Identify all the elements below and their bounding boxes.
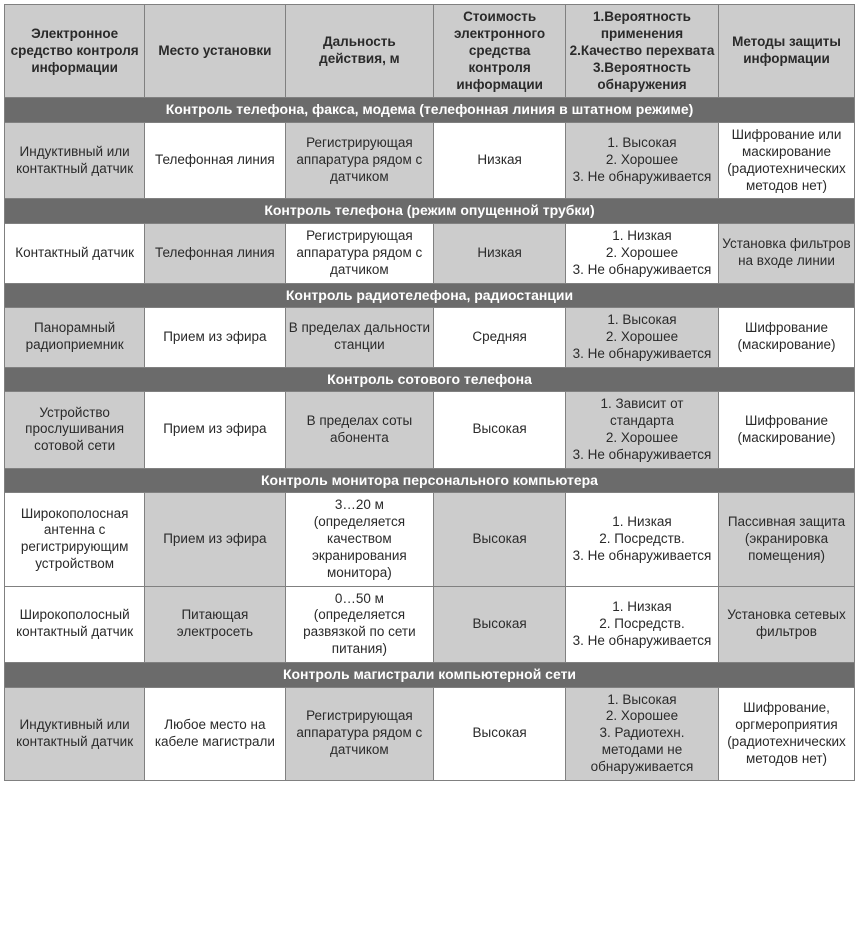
security-methods-table: Электронное средство контроля информации… (4, 4, 855, 781)
table-cell: Регистри­рующая аппаратура рядом с датчи… (285, 122, 434, 199)
table-cell: Высокая (434, 687, 566, 780)
table-cell: Контактный датчик (5, 223, 145, 283)
table-cell: 1. Низкая2. Посредств.3. Не обнару­живае… (566, 493, 719, 586)
table-cell: Высокая (434, 493, 566, 586)
table-cell: 1. Высокая2. Хорошее3. Не обнару­живаетс… (566, 308, 719, 368)
table-row: Широкополосная антенна с регистрирующим … (5, 493, 855, 586)
table-cell: Индуктивный или контактный датчик (5, 687, 145, 780)
table-row: Панорамный радиоприемникПрием из эфираВ … (5, 308, 855, 368)
table-cell: Средняя (434, 308, 566, 368)
table-row: Устройство прослушивания сотовой сетиПри… (5, 392, 855, 469)
table-row: Индуктивный или контактный датчикЛюбое м… (5, 687, 855, 780)
table-cell: Установка сетевых фильтров (719, 586, 855, 663)
section-title: Контроль магистрали компьютерной сети (5, 663, 855, 688)
table-cell: Любое место на кабеле магистрали (145, 687, 285, 780)
section-header-row: Контроль радиотелефона, радиостанции (5, 283, 855, 308)
section-title: Контроль телефона, факса, модема (телефо… (5, 98, 855, 123)
table-row: Широкополосный контактный датчикПитающая… (5, 586, 855, 663)
table-cell: Широкополосный контактный датчик (5, 586, 145, 663)
table-cell: Телефонная линия (145, 122, 285, 199)
column-header: Методы защиты информации (719, 5, 855, 98)
table-cell: Шифрование, оргмероприятия (радио­технич… (719, 687, 855, 780)
table-cell: 1. Высокая2. Хорошее3. Не обнаруживается (566, 122, 719, 199)
table-cell: 1. Низкая2. Хорошее3. Не обнаруживается (566, 223, 719, 283)
table-body: Контроль телефона, факса, модема (телефо… (5, 98, 855, 781)
section-header-row: Контроль магистрали компьютерной сети (5, 663, 855, 688)
table-cell: Прием из эфира (145, 308, 285, 368)
section-header-row: Контроль телефона, факса, модема (телефо… (5, 98, 855, 123)
table-cell: Шифрование (маскирование) (719, 308, 855, 368)
table-header: Электронное средство контроля информации… (5, 5, 855, 98)
column-header: 1.Вероятность применения2.Качество перех… (566, 5, 719, 98)
section-header-row: Контроль телефона (режим опущенной трубк… (5, 199, 855, 224)
column-header: Стоимость электронного средства контроля… (434, 5, 566, 98)
table-cell: Низкая (434, 122, 566, 199)
table-cell: Телефонная линия (145, 223, 285, 283)
table-cell: Высокая (434, 392, 566, 469)
table-cell: 0…50 м (определяется развязкой по сети п… (285, 586, 434, 663)
table-cell: В пределах дальности станции (285, 308, 434, 368)
column-header: Электронное средство контроля информации (5, 5, 145, 98)
table-cell: 1. Низкая2. Посредств.3. Не обнару­живае… (566, 586, 719, 663)
section-header-row: Контроль монитора персонального компьюте… (5, 468, 855, 493)
table-cell: Широкополосная антенна с регистрирующим … (5, 493, 145, 586)
table-cell: В пределах соты абонента (285, 392, 434, 469)
table-cell: 1. Зависит от стандарта2. Хорошее3. Не о… (566, 392, 719, 469)
table-cell: Регистрирую­щая аппаратура рядом с датчи… (285, 687, 434, 780)
section-title: Контроль монитора персонального компьюте… (5, 468, 855, 493)
table-cell: Пассивная защита (экранировка помещения) (719, 493, 855, 586)
section-title: Контроль радиотелефона, радиостанции (5, 283, 855, 308)
section-title: Контроль сотового телефона (5, 367, 855, 392)
column-header: Дальность действия, м (285, 5, 434, 98)
table-cell: Прием из эфира (145, 392, 285, 469)
table-cell: Установка фильтров на входе линии (719, 223, 855, 283)
table-cell: Регистри­рующая аппаратура рядом с датчи… (285, 223, 434, 283)
table-row: Индуктивный или контактный датчикТелефон… (5, 122, 855, 199)
table-cell: Индуктивный или контактный датчик (5, 122, 145, 199)
table-cell: Шифрование (маскирование) (719, 392, 855, 469)
table-cell: Высокая (434, 586, 566, 663)
table-cell: Питающая электросеть (145, 586, 285, 663)
table-cell: Панорамный радиоприемник (5, 308, 145, 368)
table-cell: Прием из эфира (145, 493, 285, 586)
table-cell: Низкая (434, 223, 566, 283)
table-cell: 1. Высокая2. Хорошее3. Радиотехн. метода… (566, 687, 719, 780)
table-cell: Устройство прослушивания сотовой сети (5, 392, 145, 469)
table-row: Контактный датчикТелефонная линияРегистр… (5, 223, 855, 283)
section-title: Контроль телефона (режим опущенной трубк… (5, 199, 855, 224)
section-header-row: Контроль сотового телефона (5, 367, 855, 392)
table-cell: 3…20 м (определяется качеством экраниров… (285, 493, 434, 586)
column-header: Место установки (145, 5, 285, 98)
table-cell: Шифрование или маскирование (радио­техни… (719, 122, 855, 199)
